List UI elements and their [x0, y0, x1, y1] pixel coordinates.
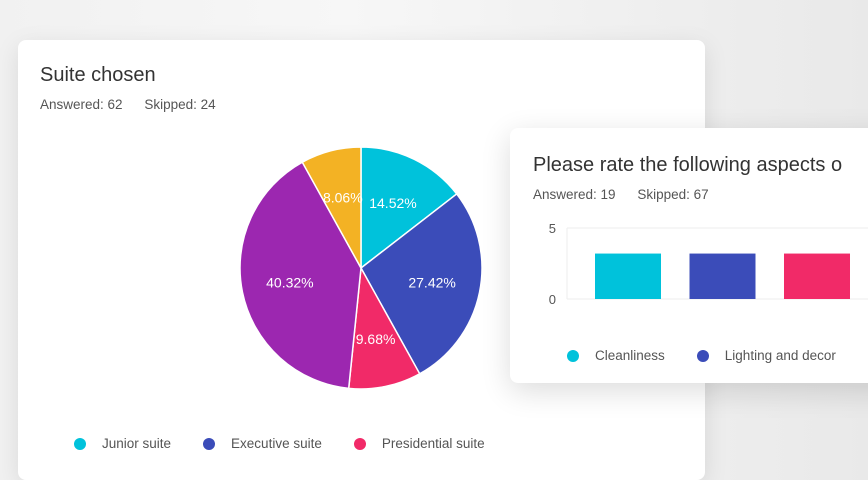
answered-count: Answered: 19 — [533, 187, 616, 202]
pie-slice[interactable] — [347, 265, 421, 390]
legend-dot — [353, 437, 366, 450]
legend-presidential-suite[interactable]: Presidential suite — [353, 436, 485, 451]
slice-label: 40.32% — [266, 275, 313, 291]
response-stats: Answered: 19 Skipped: 67 — [533, 187, 727, 202]
legend-label: Lighting and decor — [724, 348, 836, 363]
skipped-count: Skipped: 67 — [637, 187, 709, 202]
pie-slice[interactable] — [360, 146, 458, 270]
bar[interactable] — [595, 253, 661, 299]
legend-dot — [696, 349, 709, 362]
bar[interactable] — [689, 253, 756, 299]
response-stats: Answered: 62 Skipped: 24 — [40, 97, 234, 112]
y-tick-label: 5 — [549, 221, 556, 236]
y-tick-label: 0 — [549, 292, 556, 307]
legend-label: Junior suite — [102, 436, 172, 451]
pie-slice[interactable] — [301, 146, 362, 271]
slice-label: 14.52% — [369, 195, 416, 211]
legend-lighting-and-decor[interactable]: Lighting and decor — [696, 348, 836, 363]
bar[interactable] — [784, 253, 850, 299]
legend-label: Executive suite — [231, 436, 322, 451]
pie-slice[interactable] — [360, 192, 483, 375]
slice-label: 8.06% — [323, 190, 363, 206]
pie-slice[interactable] — [239, 161, 362, 390]
legend-executive-suite[interactable]: Executive suite — [203, 436, 322, 451]
legend-label: Cleanliness — [595, 348, 665, 363]
answered-count: Answered: 62 — [40, 97, 123, 112]
legend-cleanliness[interactable]: Cleanliness — [567, 348, 665, 363]
bar-legend: Cleanliness Lighting and decor — [567, 348, 868, 363]
slice-label: 27.42% — [408, 275, 455, 291]
skipped-count: Skipped: 24 — [144, 97, 216, 112]
rating-card: Please rate the following aspects o Answ… — [510, 128, 868, 383]
card-title: Please rate the following aspects o — [533, 154, 843, 176]
slice-label: 9.68% — [356, 331, 396, 347]
legend-dot — [203, 437, 216, 450]
legend-junior-suite[interactable]: Junior suite — [74, 436, 171, 451]
legend-dot — [567, 349, 579, 362]
pie-legend: Junior suite Executive suite Presidentia… — [74, 436, 517, 451]
legend-dot — [74, 437, 86, 450]
legend-label: Presidential suite — [381, 436, 485, 451]
pie-chart: 14.52% 27.42% 9.68% 40.32% 8.06% — [239, 146, 483, 390]
card-title: Suite chosen — [40, 64, 156, 86]
bar-chart: 05 — [549, 221, 868, 307]
